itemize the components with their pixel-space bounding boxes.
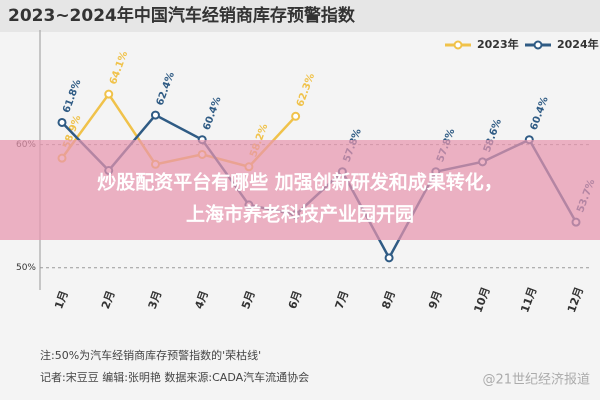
data-point [384, 253, 394, 263]
x-tick-label: 5月 [239, 289, 258, 311]
banner-line: 上海市养老科技产业园开园 [186, 203, 414, 226]
legend-label: 2023年 [477, 37, 519, 51]
x-tick-label: 7月 [333, 289, 352, 311]
y-tick-label: 50% [16, 263, 36, 273]
banner-line: 炒股配资平台有哪些 加强创新研发和成果转化， [97, 171, 503, 194]
banner-band [0, 140, 600, 240]
note: 记者:宋豆豆 编辑:张明艳 数据来源:CADA汽车流通协会 [40, 370, 309, 384]
data-point [291, 111, 301, 121]
legend-marker [533, 40, 543, 50]
watermark: @21世纪经济报道 [482, 373, 590, 388]
data-point [57, 117, 67, 127]
x-tick-label: 9月 [426, 289, 445, 311]
note: 注:50%为汽车经销商库存预警指数的'荣枯线' [40, 348, 261, 362]
data-point [150, 110, 160, 120]
x-tick-label: 1月 [52, 289, 71, 311]
chart-title: 2023~2024年中国汽车经销商库存预警指数 [8, 5, 356, 26]
legend-marker [453, 40, 463, 50]
legend-label: 2024年 [557, 37, 599, 51]
data-point [104, 89, 114, 99]
x-tick-label: 6月 [286, 289, 305, 311]
legend: 2023年 2024年 [445, 37, 599, 51]
x-tick-label: 2月 [99, 289, 118, 311]
x-tick-label: 8月 [379, 289, 398, 311]
x-tick-label: 4月 [192, 289, 211, 311]
x-tick-label: 3月 [146, 289, 165, 311]
title-band [0, 0, 600, 32]
